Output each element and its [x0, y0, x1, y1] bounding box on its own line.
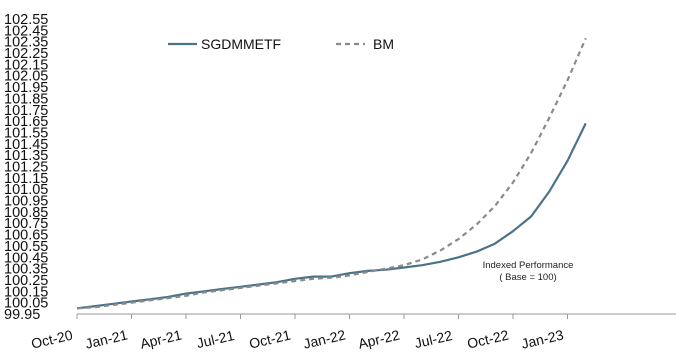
y-tick-label: 101.15: [4, 171, 48, 187]
y-tick-label: 100.75: [4, 216, 48, 232]
legend: SGDMMETF BM: [168, 36, 394, 52]
x-tick-label: Jan-22: [302, 326, 348, 351]
axes: [76, 313, 676, 319]
y-tick-label: 101.35: [4, 148, 48, 164]
x-tick-marks: [76, 314, 568, 319]
x-tick-label: Jul-22: [413, 327, 454, 351]
y-tick-label: 100.35: [4, 262, 48, 278]
y-tick-label: 102.55: [4, 12, 48, 28]
y-tick-label: 100.05: [4, 296, 48, 312]
y-tick-label: 100.95: [4, 194, 48, 210]
series-layer: [76, 37, 587, 310]
annotation-line-1: Indexed Performance: [483, 260, 574, 271]
y-tick-label: 102.25: [4, 46, 48, 62]
x-tick-label: Apr-21: [139, 327, 184, 352]
y-tick-label: 100.55: [4, 239, 48, 255]
y-tick-label: 102.45: [4, 23, 48, 39]
x-tick-label: Oct-22: [466, 327, 511, 352]
annotation-line-2: ( Base = 100): [499, 272, 556, 283]
y-tick-label: 102.35: [4, 35, 48, 51]
y-tick-label: 102.15: [4, 57, 48, 73]
chart-annotation: Indexed Performance ( Base = 100): [483, 260, 574, 283]
x-tick-label: Jan-21: [84, 326, 130, 351]
y-tick-label: 99.95: [4, 307, 40, 323]
x-tick-label: Jul-21: [195, 327, 236, 351]
y-tick-label: 101.45: [4, 137, 48, 153]
y-tick-label: 101.95: [4, 80, 48, 96]
y-tick-label: 101.55: [4, 125, 48, 141]
y-tick-label: 101.65: [4, 114, 48, 130]
y-tick-label: 102.05: [4, 69, 48, 85]
legend-label-sgdmmetf: SGDMMETF: [201, 36, 281, 52]
y-tick-label: 101.25: [4, 160, 48, 176]
y-tick-label: 100.45: [4, 250, 48, 266]
x-axis-tick-labels: Oct-20 Jan-21 Apr-21 Jul-21 Oct-21 Jan-22 Apr-…: [30, 326, 566, 351]
y-tick-label: 100.85: [4, 205, 48, 221]
x-tick-label: Jan-23: [520, 326, 566, 351]
legend-label-bm: BM: [373, 36, 394, 52]
x-tick-label: Oct-21: [248, 327, 293, 352]
series-line-bm: [76, 37, 587, 310]
x-tick-label: Apr-22: [357, 327, 402, 352]
y-tick-label: 100.65: [4, 228, 48, 244]
y-tick-label: 101.05: [4, 182, 48, 198]
y-tick-label: 100.25: [4, 273, 48, 289]
y-tick-label: 100.15: [4, 284, 48, 300]
y-tick-label: 101.85: [4, 91, 48, 107]
x-tick-label: Oct-20: [30, 327, 75, 352]
y-axis-tick-labels: 102.55102.45102.35102.25102.15102.05101.…: [4, 12, 48, 323]
y-tick-label: 101.75: [4, 103, 48, 119]
